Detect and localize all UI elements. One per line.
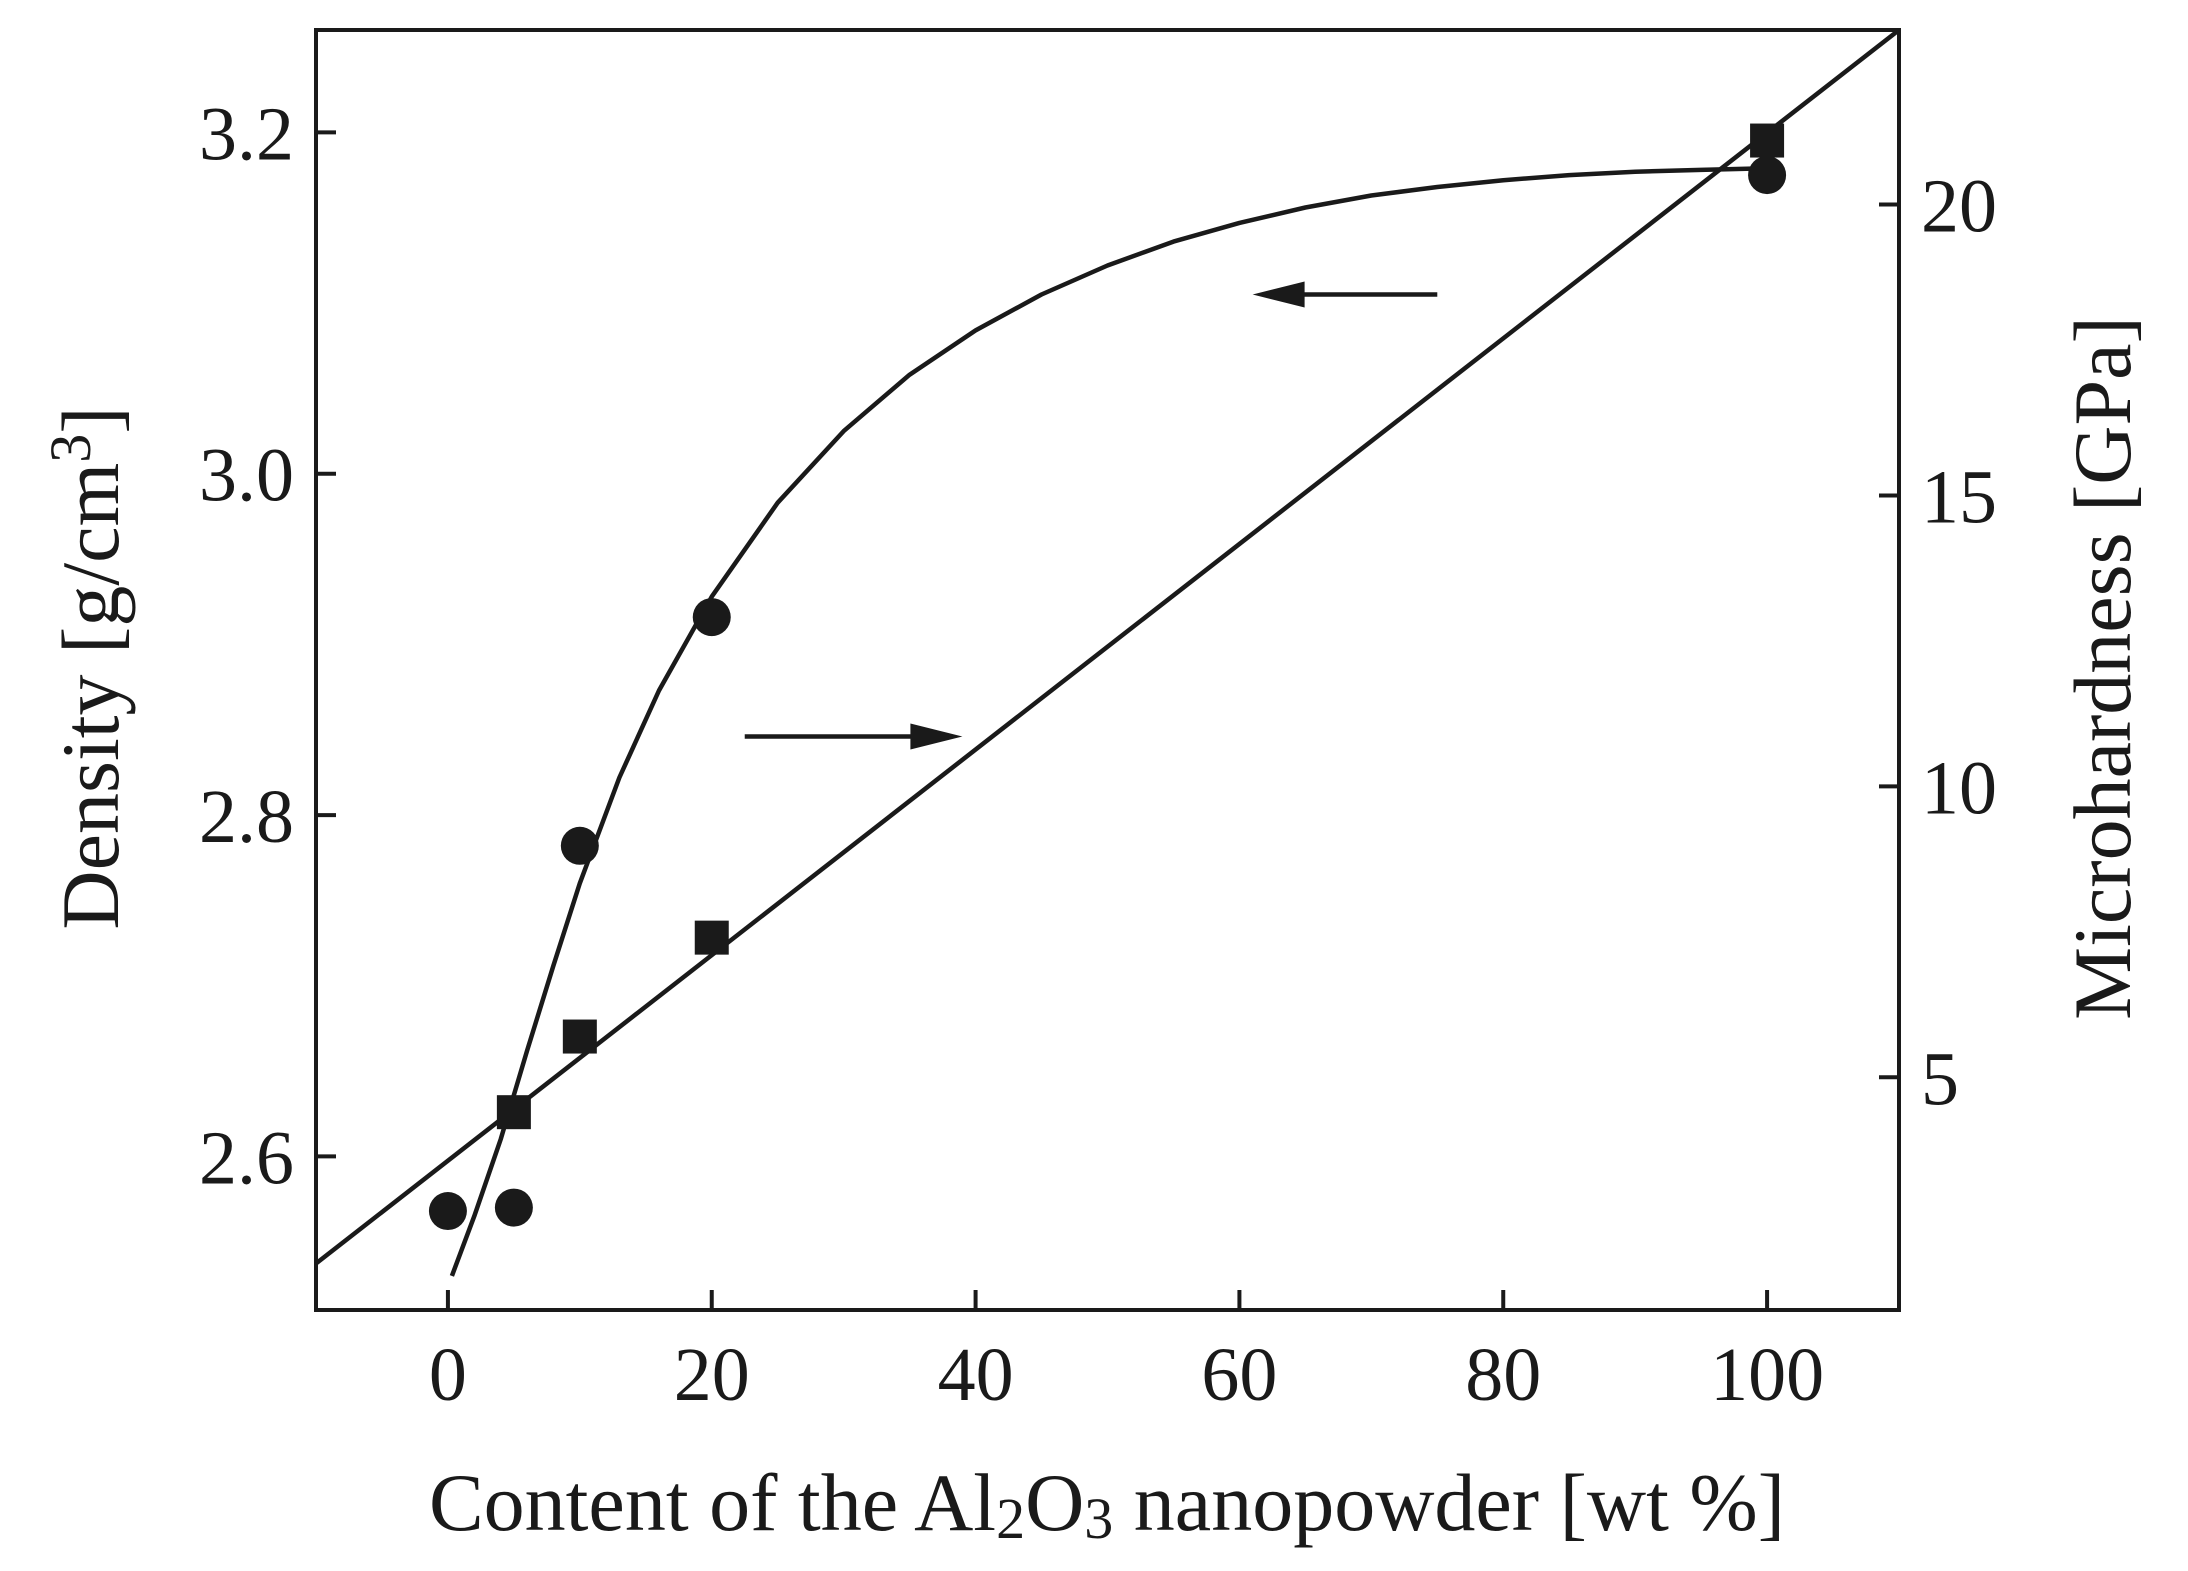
x-tick-label: 20 [674, 1333, 750, 1417]
x-axis-title-prefix: Content of the Al [429, 1457, 996, 1548]
data-point-circle [428, 1192, 467, 1231]
x-axis: 0 20 40 60 80 100 [429, 1290, 1824, 1417]
y-axis-left: 2.6 2.8 3.0 3.2 [199, 92, 336, 1200]
y-left-tick-label: 3.0 [199, 434, 294, 518]
y-axis-right-title: Microhardness [GPa] [2057, 316, 2148, 1020]
x-tick-label: 80 [1465, 1333, 1541, 1417]
data-point-square [694, 920, 729, 955]
y-axis-left-title-sup: 3 [38, 434, 103, 463]
data-point-circle [560, 826, 599, 865]
plot-frame [314, 28, 1901, 1312]
y-axis-left-title: Density [g/cm3] [38, 406, 136, 929]
x-tick-label: 0 [429, 1333, 467, 1417]
fit-curves [314, 28, 1901, 1277]
data-markers [428, 123, 1787, 1231]
y-right-tick-label: 10 [1921, 746, 1997, 830]
y-axis-left-title-close: ] [45, 406, 136, 433]
x-axis-title-sub2: 3 [1084, 1486, 1113, 1551]
data-point-square [1750, 123, 1785, 158]
fit-line-circle [449, 165, 1768, 1277]
x-tick-label: 40 [938, 1333, 1014, 1417]
x-tick-label: 60 [1201, 1333, 1277, 1417]
y-right-tick-label: 15 [1921, 455, 1997, 539]
data-point-circle [692, 598, 731, 637]
y-left-tick-label: 2.6 [199, 1116, 294, 1200]
y-left-tick-label: 2.8 [199, 775, 294, 859]
x-axis-title-suffix: nanopowder [wt %] [1113, 1457, 1785, 1548]
data-point-square [562, 1019, 597, 1054]
y-axis-right: 5 10 15 20 [1879, 165, 1997, 1121]
data-point-square [496, 1095, 531, 1130]
arrow-head-left [1252, 281, 1305, 308]
y-right-tick-label: 20 [1921, 165, 1997, 249]
arrow-head-right [910, 723, 963, 750]
data-point-circle [1748, 156, 1787, 195]
annotation-arrows [744, 281, 1438, 750]
y-axis-left-title-main: Density [g/cm [45, 463, 136, 930]
data-point-circle [494, 1188, 533, 1227]
x-axis-title: Content of the Al2O3 nanopowder [wt %] [429, 1457, 1785, 1551]
y-left-tick-label: 3.2 [199, 92, 294, 176]
y-right-tick-label: 5 [1921, 1037, 1959, 1121]
x-tick-label: 100 [1710, 1333, 1824, 1417]
fit-line-square [314, 28, 1901, 1266]
x-axis-title-sub1: 2 [996, 1486, 1025, 1551]
x-axis-title-mid: O [1025, 1457, 1084, 1548]
